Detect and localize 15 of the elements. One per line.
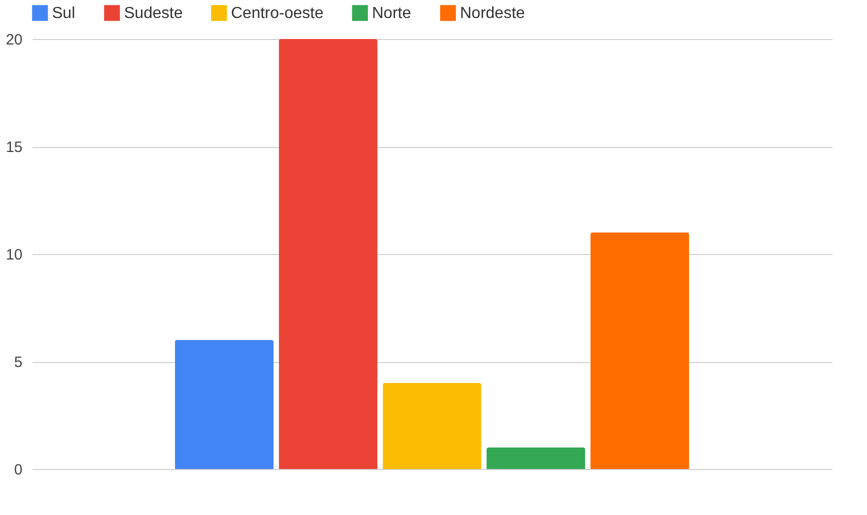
- legend-label: Sudeste: [124, 5, 183, 22]
- legend-label: Norte: [372, 5, 412, 22]
- bar: [278, 39, 378, 469]
- bar: [174, 340, 274, 469]
- y-tick-label: 0: [14, 462, 22, 478]
- legend-label: Nordeste: [460, 5, 526, 22]
- bar: [486, 448, 586, 469]
- bar: [590, 232, 690, 469]
- y-tick-label: 20: [6, 32, 22, 48]
- y-tick-label: 5: [14, 354, 22, 371]
- bar: [382, 383, 482, 469]
- legend-label: Sul: [52, 5, 76, 22]
- y-tick-label: 15: [6, 139, 22, 156]
- y-tick-label: 10: [6, 246, 22, 264]
- legend-label: Centro-oeste: [231, 5, 324, 22]
